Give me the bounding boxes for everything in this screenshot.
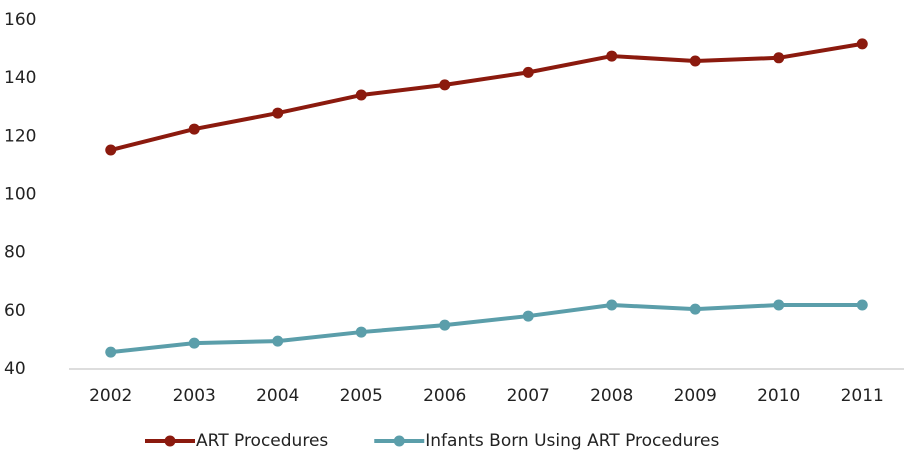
x-tick-label: 2002 [89,386,132,406]
y-tick-label: 120 [4,126,36,146]
data-point [606,50,618,62]
y-tick-label: 100 [4,185,36,205]
legend-marker [393,435,405,447]
x-tick-label: 2007 [507,386,550,406]
y-tick-label: 140 [4,68,36,88]
data-point [439,79,451,91]
legend-label: ART Procedures [196,431,328,451]
x-tick-label: 2010 [757,386,800,406]
y-tick-label: 80 [4,243,26,263]
data-point [272,107,284,119]
data-point [355,326,367,338]
data-point [773,52,785,64]
data-point [689,55,701,67]
data-point [105,346,117,358]
data-point [105,144,117,156]
x-tick-label: 2008 [590,386,633,406]
x-tick-label: 2004 [256,386,299,406]
series-line [110,303,863,355]
y-tick-label: 40 [4,359,26,379]
x-tick-label: 2006 [423,386,466,406]
data-point [272,335,284,347]
data-point [689,303,701,315]
x-tick-label: 2005 [340,386,383,406]
y-tick-label: 60 [4,301,26,321]
data-point [856,38,868,50]
data-point [188,337,200,349]
data-point [856,299,868,311]
x-tick-label: 2003 [173,386,216,406]
y-tick-label: 160 [4,10,36,30]
series-line [110,41,863,152]
data-point [439,319,451,331]
data-point [522,310,534,322]
data-point [606,299,618,311]
data-point [355,89,367,101]
data-point [188,123,200,135]
data-point [522,66,534,78]
x-tick-label: 2009 [674,386,717,406]
x-tick-label: 2011 [841,386,884,406]
legend-label: Infants Born Using ART Procedures [425,431,719,451]
legend-marker [164,435,176,447]
data-point [773,299,785,311]
